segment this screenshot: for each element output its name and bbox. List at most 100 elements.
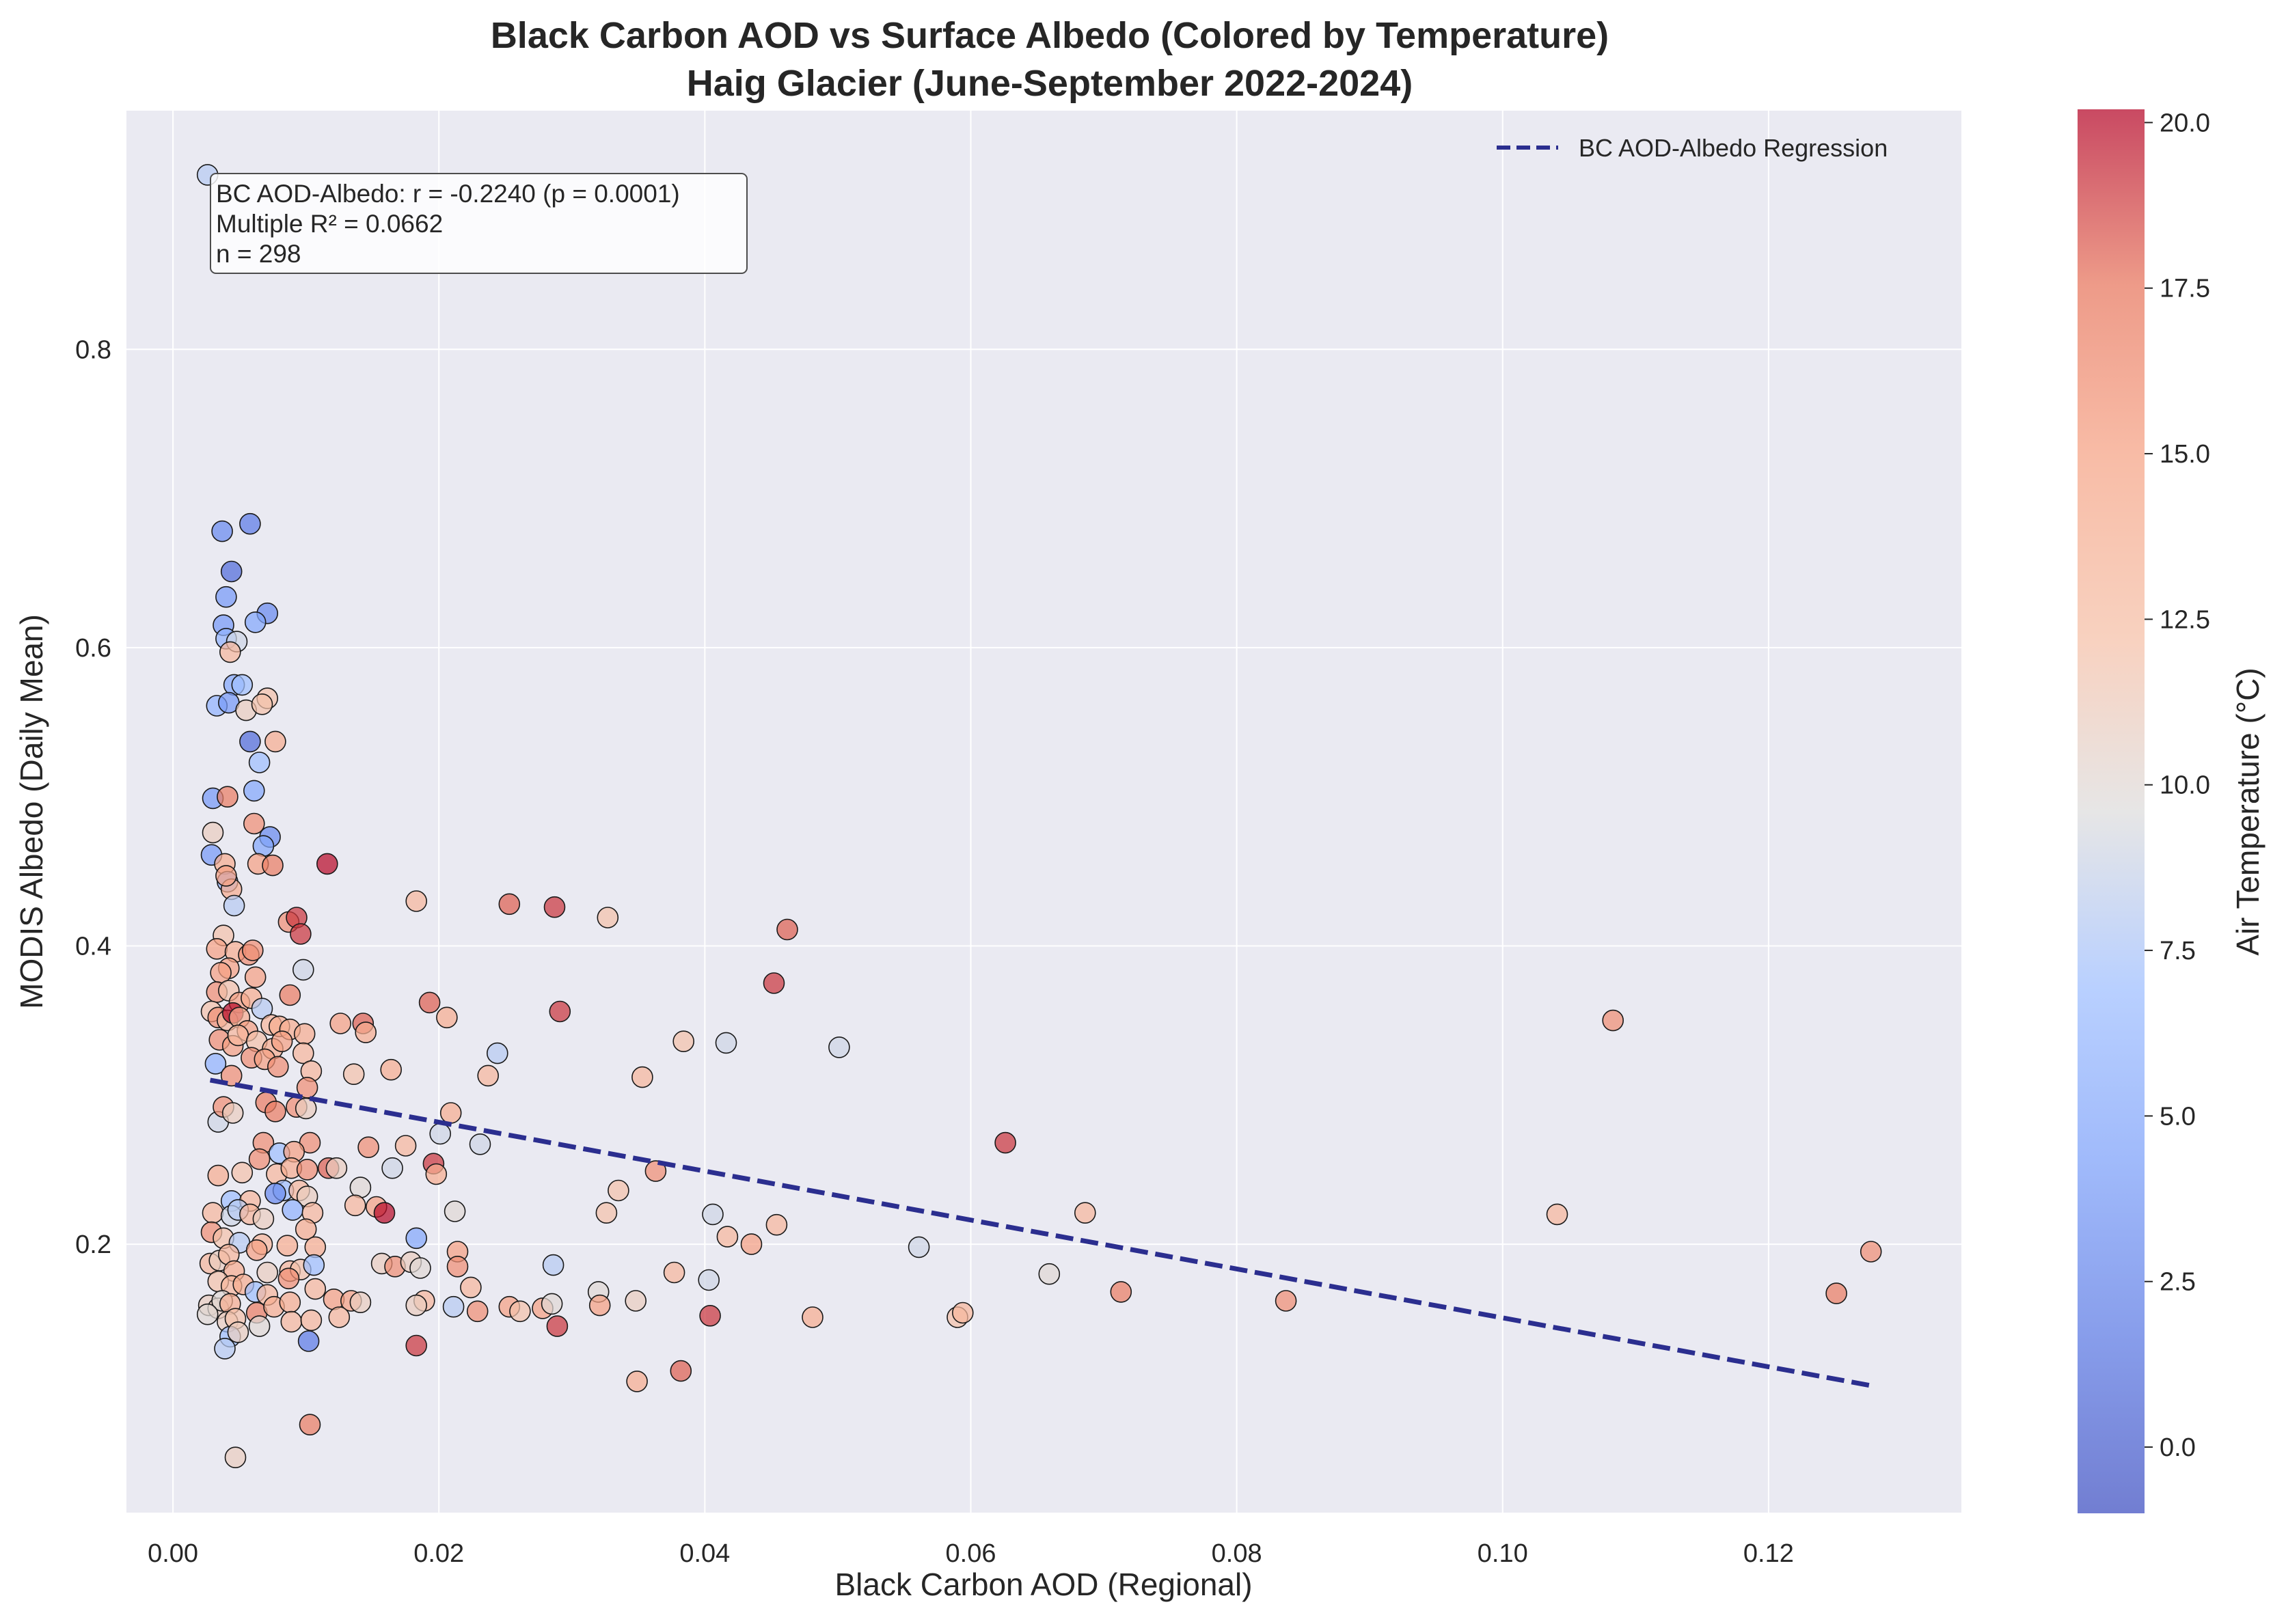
scatter-points	[196, 164, 1882, 1468]
data-point	[303, 1254, 325, 1276]
data-point	[405, 1227, 428, 1250]
data-point	[202, 1202, 224, 1224]
data-point	[196, 1303, 219, 1325]
data-point	[349, 1291, 372, 1313]
stats-line-correlation: BC AOD-Albedo: r = -0.2240 (p = 0.0001)	[216, 180, 680, 208]
data-point	[409, 1257, 431, 1279]
data-point	[1110, 1281, 1132, 1303]
data-point	[243, 812, 265, 835]
data-point	[300, 1309, 323, 1332]
data-point	[295, 1097, 317, 1120]
stats-box-frame	[210, 173, 748, 274]
data-point	[418, 991, 441, 1014]
stats-line-r-squared: Multiple R² = 0.0662	[216, 210, 443, 238]
data-point	[597, 907, 619, 928]
data-point	[231, 674, 254, 696]
x-tick-label: 0.08	[1212, 1539, 1262, 1568]
stats-line-n: n = 298	[216, 240, 301, 268]
data-point	[460, 1276, 482, 1299]
y-tick-label: 0.8	[75, 335, 111, 364]
data-point	[543, 896, 566, 918]
data-point	[546, 1315, 569, 1337]
data-point	[1074, 1202, 1096, 1224]
data-point	[802, 1306, 824, 1328]
data-point	[304, 1236, 327, 1258]
data-point	[224, 1446, 247, 1468]
chart-subtitle: Haig Glacier (June-September 2022-2024)	[687, 63, 1413, 104]
data-point	[405, 890, 428, 912]
data-point	[644, 1160, 667, 1182]
data-point	[908, 1236, 930, 1258]
data-point	[740, 1233, 763, 1255]
data-point	[262, 854, 284, 877]
data-point	[699, 1305, 721, 1327]
data-point	[295, 1218, 317, 1240]
data-point	[588, 1294, 611, 1317]
data-point	[1825, 1282, 1847, 1304]
data-point	[698, 1269, 720, 1291]
data-point	[498, 893, 521, 916]
data-point	[292, 959, 314, 981]
data-point	[202, 821, 224, 844]
data-point	[425, 1163, 448, 1185]
data-point	[328, 1306, 351, 1328]
data-point	[231, 1161, 254, 1184]
data-point	[239, 512, 261, 535]
data-point	[256, 1261, 279, 1284]
data-point	[248, 752, 271, 773]
data-point	[442, 1295, 465, 1318]
data-point	[670, 1360, 692, 1382]
data-point	[282, 1199, 304, 1221]
data-point	[469, 1133, 491, 1155]
colorbar-tick-label: 10.0	[2160, 771, 2210, 800]
data-point	[220, 560, 243, 583]
data-point	[541, 1293, 563, 1315]
y-axis: 0.2 0.4 0.6 0.8	[75, 335, 111, 1259]
data-point	[763, 972, 785, 994]
data-point	[663, 1261, 685, 1284]
data-point	[296, 1159, 318, 1181]
x-axis-label: Black Carbon AOD (Regional)	[834, 1567, 1252, 1602]
stats-box: BC AOD-Albedo: r = -0.2240 (p = 0.0001) …	[210, 173, 748, 274]
x-tick-label: 0.00	[148, 1539, 198, 1568]
data-point	[776, 918, 798, 941]
data-point	[267, 1056, 289, 1078]
data-point	[217, 786, 239, 808]
data-point	[244, 966, 267, 989]
data-point	[509, 1300, 531, 1323]
data-point	[716, 1226, 739, 1248]
data-point	[279, 1291, 301, 1313]
data-point	[297, 1330, 320, 1352]
data-point	[355, 1021, 377, 1043]
data-point	[271, 1030, 293, 1052]
colorbar-tick-label: 0.0	[2160, 1433, 2196, 1462]
data-point	[293, 1023, 316, 1045]
colorbar-tick-label: 2.5	[2160, 1268, 2196, 1297]
y-tick-label: 0.4	[75, 932, 111, 961]
regression-line	[209, 1077, 1873, 1388]
data-point	[625, 1290, 647, 1312]
colorbar-tick-label: 15.0	[2160, 440, 2210, 469]
data-point	[329, 1013, 352, 1034]
data-point	[219, 641, 241, 663]
data-point	[1038, 1263, 1061, 1285]
data-point	[206, 938, 228, 960]
x-tick-label: 0.06	[946, 1539, 996, 1568]
data-point	[626, 1371, 648, 1392]
data-point	[349, 1176, 372, 1198]
data-point	[290, 923, 312, 945]
data-point	[608, 1179, 629, 1202]
data-point	[279, 984, 301, 1006]
data-point	[1860, 1241, 1882, 1263]
data-point	[765, 1213, 788, 1236]
data-point	[994, 1131, 1016, 1154]
colorbar: 0.0 2.5 5.0 7.5 10.0 12.5 15.0 17.5 20.0 Air Tem…	[2078, 109, 2265, 1513]
x-axis: 0.00 0.02 0.04 0.06 0.08 0.10 0.12	[148, 1539, 1794, 1568]
data-point	[304, 1278, 327, 1300]
data-point	[264, 1183, 286, 1205]
data-point	[715, 1032, 737, 1054]
data-point	[405, 1334, 428, 1357]
data-point	[215, 865, 237, 887]
data-point	[223, 894, 245, 917]
colorbar-ticks: 0.0 2.5 5.0 7.5 10.0 12.5 15.0 17.5 20.0	[2145, 109, 2210, 1462]
